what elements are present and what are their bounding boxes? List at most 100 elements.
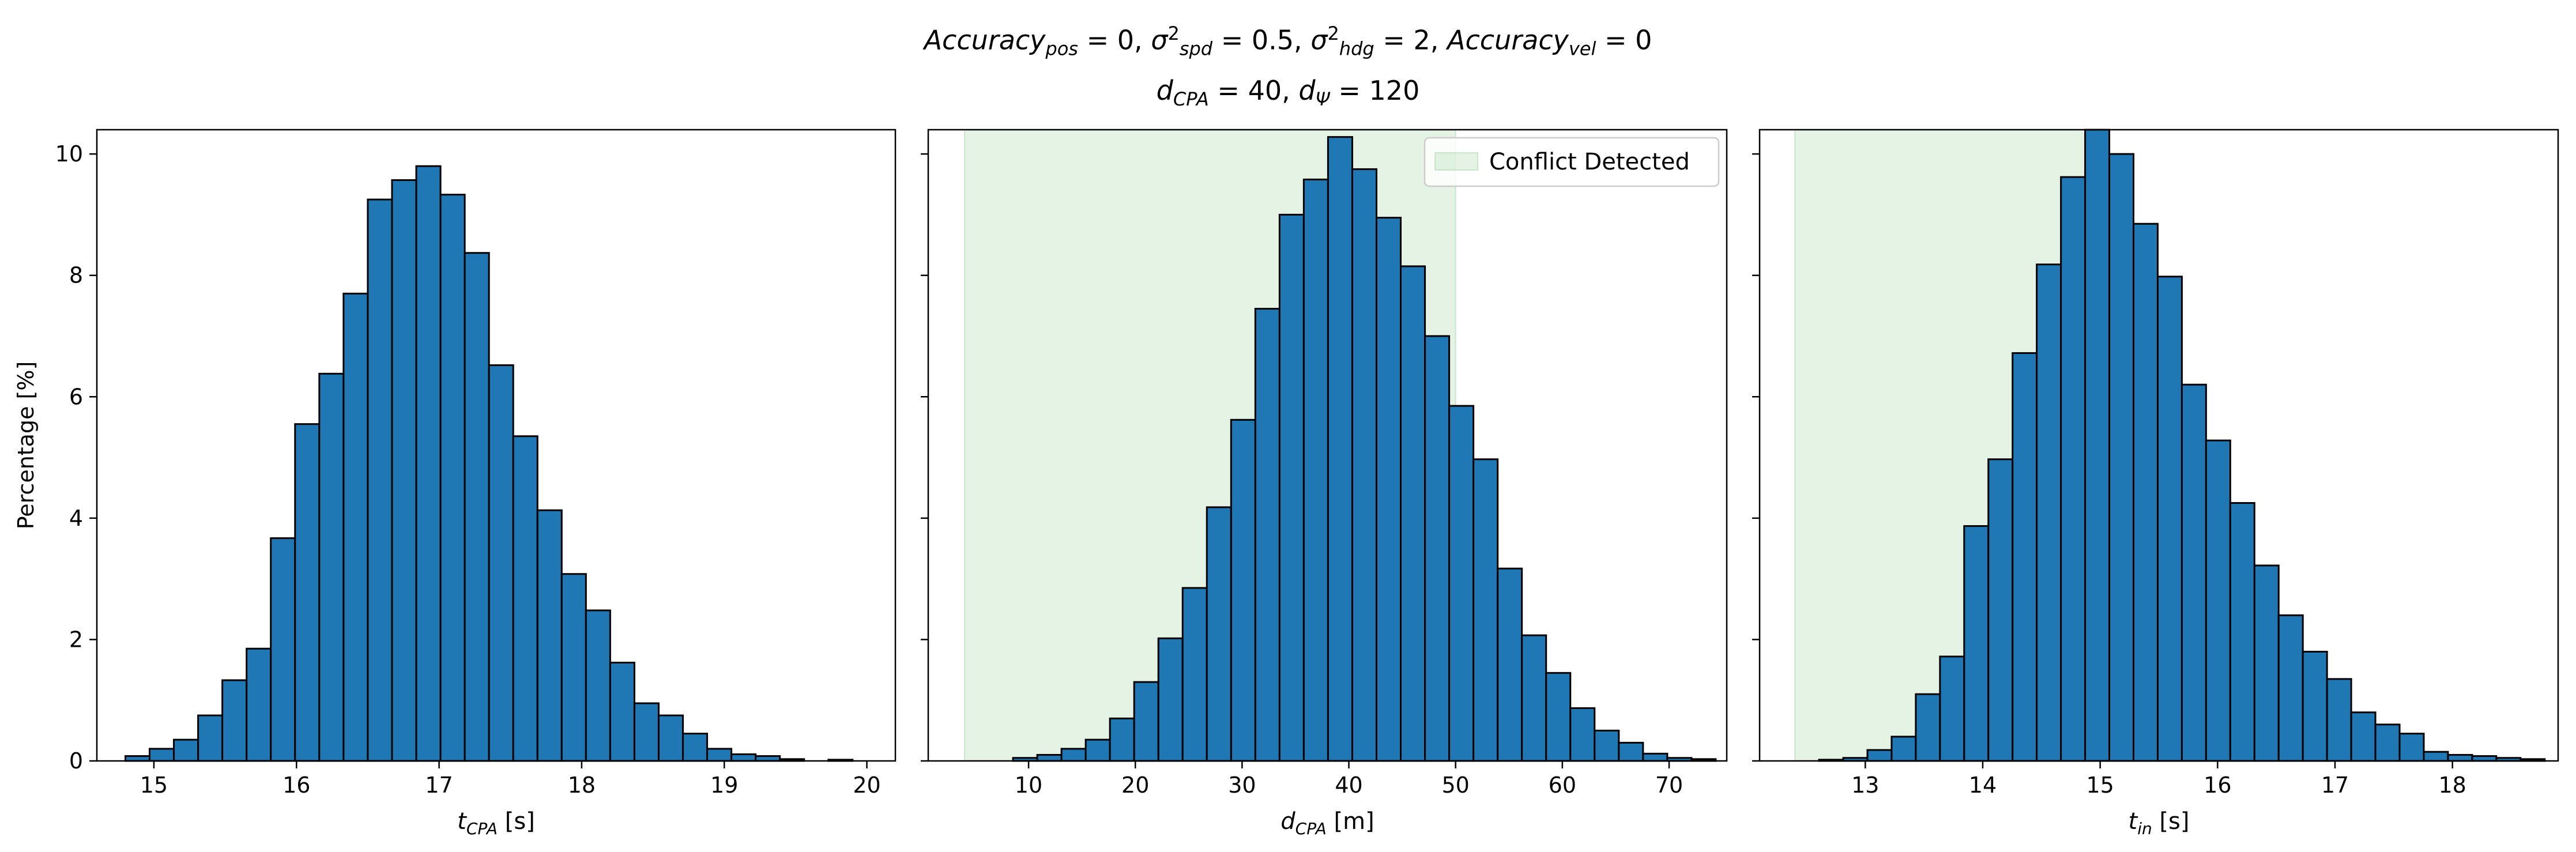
x-tick-label: 30	[1228, 772, 1256, 798]
histogram-bar	[2108, 153, 2135, 762]
title-part: pos	[1045, 37, 1078, 60]
histogram-bar	[221, 679, 248, 762]
histogram-bar	[1642, 752, 1669, 762]
histogram-bar	[730, 753, 757, 762]
title-part: 2	[1168, 22, 1180, 44]
histogram-panel-2: 10 20 30 40 50 60 70 dCPA [m] Conflict Detected	[921, 129, 1728, 838]
histogram-bar	[1230, 419, 1256, 762]
title-part: spd	[1179, 37, 1213, 60]
histogram-bar	[2398, 733, 2425, 762]
histogram-bar	[1206, 506, 1232, 762]
title-part: = 0,	[1078, 24, 1151, 56]
histogram-bar	[464, 252, 490, 762]
y-tick-label: 0	[69, 748, 83, 774]
histogram-bar	[1987, 458, 2014, 762]
histogram-bar	[1400, 265, 1426, 762]
x-axis-label-unit: [s]	[2152, 808, 2190, 835]
legend-box	[1423, 137, 1720, 187]
histogram-bar	[706, 748, 733, 762]
histogram-bar	[1327, 136, 1353, 762]
axes-frame	[927, 129, 1728, 762]
y-tick-label: 2	[69, 627, 83, 652]
x-tick-label: 17	[425, 772, 453, 798]
x-tick-label: 18	[2439, 772, 2466, 798]
figure-title: Accuracypos = 0, σ2spd = 0.5, σ2hdg = 2,…	[0, 13, 2576, 120]
x-axis-label-unit: [s]	[498, 808, 535, 835]
title-part: CPA	[1173, 88, 1209, 110]
histogram-bar	[2156, 276, 2183, 762]
legend: Conflict Detected	[1423, 137, 1720, 187]
histogram-panel-3: 13 14 15 16 17 18 tin [s]	[1752, 129, 2559, 838]
x-tick-label: 60	[1549, 772, 1576, 798]
histogram-bar	[1084, 738, 1111, 762]
title-part: σ	[1310, 24, 1328, 56]
title-part: σ	[1151, 24, 1168, 56]
histogram-bar	[149, 748, 175, 762]
y-tick-label: 8	[69, 263, 83, 288]
x-axis-label-var: t	[2129, 808, 2138, 835]
histogram-bar	[197, 714, 224, 762]
title-part: 2	[1327, 22, 1339, 44]
histogram-bar	[1424, 335, 1451, 762]
histogram-bar	[1521, 634, 1547, 762]
histogram-bar	[536, 509, 563, 762]
title-line-1: Accuracypos = 0, σ2spd = 0.5, σ2hdg = 2,…	[0, 13, 2576, 70]
x-tick-label: 17	[2321, 772, 2349, 798]
histogram-bar	[2374, 723, 2401, 762]
x-axis-label-sub: CPA	[466, 819, 498, 838]
histogram-bar	[1618, 741, 1644, 762]
legend-swatch	[1434, 152, 1478, 171]
title-part: = 120	[1330, 74, 1420, 106]
histogram-bar	[173, 738, 199, 762]
histogram-bar	[560, 573, 587, 762]
histogram-bar	[2084, 129, 2111, 762]
histogram-bar	[1915, 693, 1941, 762]
histogram-bar	[367, 198, 393, 762]
title-part: d	[1298, 74, 1316, 106]
x-tick-label: 13	[1851, 772, 1879, 798]
histogram-bar	[318, 372, 345, 762]
histogram-bar	[2471, 755, 2498, 762]
histogram-bar	[2277, 614, 2304, 762]
histogram-bar	[270, 537, 296, 762]
axes-frame	[96, 129, 897, 762]
histogram-bar	[1254, 308, 1281, 762]
histogram-bar	[1866, 749, 1893, 762]
histogram-bar	[755, 755, 781, 762]
histogram-bar	[2012, 352, 2038, 762]
histogram-bar	[1594, 729, 1620, 762]
axes-frame	[1758, 129, 2559, 762]
histogram-bar	[2205, 439, 2231, 762]
histogram-bar	[512, 435, 538, 762]
title-part: = 40,	[1208, 74, 1299, 106]
histogram-bar	[1472, 458, 1499, 762]
y-tick-label: 4	[69, 506, 83, 531]
title-line-2: dCPA = 40, dΨ = 120	[0, 70, 2576, 120]
x-axis-label-sub: in	[2137, 819, 2152, 838]
histogram-bar	[1963, 525, 1990, 762]
title-part: = 2,	[1374, 24, 1448, 56]
histogram-bar	[1302, 178, 1329, 762]
x-axis-label-unit: [m]	[1327, 808, 1374, 835]
histogram-bar	[1890, 736, 1917, 762]
x-axis-label: tin [s]	[2129, 808, 2190, 838]
histogram-bar	[633, 702, 660, 762]
legend-label: Conflict Detected	[1489, 149, 1690, 175]
histogram-bar	[246, 647, 272, 762]
x-axis-label: dCPA [m]	[1281, 808, 1374, 838]
histogram-bar	[1181, 587, 1208, 762]
histogram-bar	[1036, 753, 1063, 762]
title-part: = 0.5,	[1212, 24, 1311, 56]
x-tick-label: 19	[710, 772, 738, 798]
histogram-bar	[1351, 168, 1377, 762]
histogram-bar	[2133, 223, 2159, 762]
histogram-bar	[1060, 748, 1087, 762]
x-tick-label: 20	[1121, 772, 1149, 798]
histogram-bar	[1278, 213, 1305, 762]
x-axis-label-sub: CPA	[1295, 819, 1327, 838]
histogram-bar	[2036, 263, 2062, 762]
histogram-bar	[2302, 650, 2328, 762]
title-part: = 0	[1596, 24, 1652, 56]
x-tick-label: 40	[1335, 772, 1362, 798]
